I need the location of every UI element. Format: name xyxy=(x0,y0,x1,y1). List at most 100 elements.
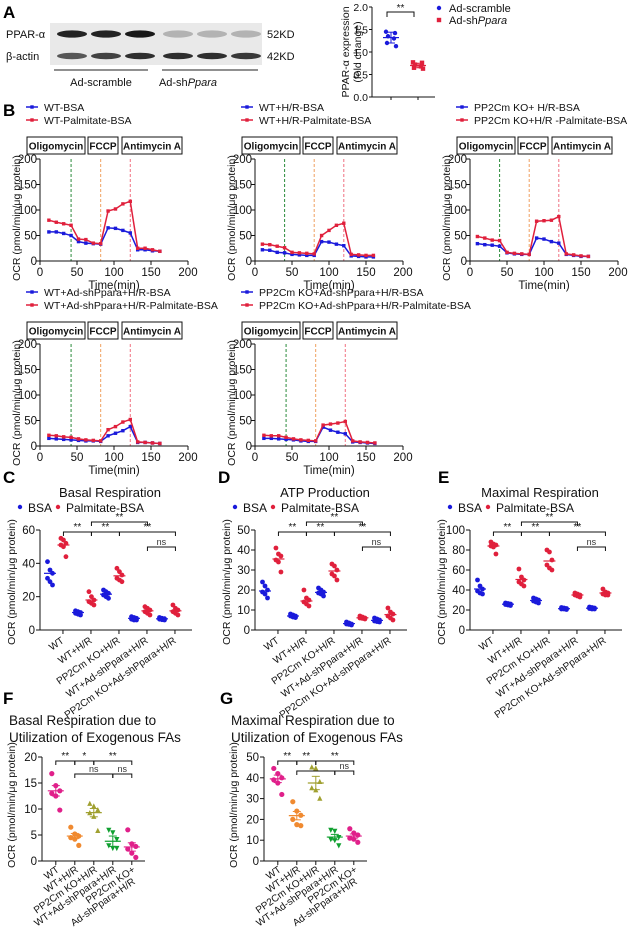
data-point xyxy=(358,440,362,444)
data-point xyxy=(262,436,266,441)
y-tick-label: 0.0 xyxy=(353,92,368,104)
y-axis-label: OCR (pmol/min/μg protein) xyxy=(6,519,18,645)
x-tick-label: 0 xyxy=(37,452,43,464)
data-point xyxy=(121,429,125,433)
y-tick-label: 0 xyxy=(31,256,37,268)
data-point xyxy=(312,252,316,256)
data-point xyxy=(76,237,81,241)
data-point xyxy=(57,807,63,813)
y-tick-label: 10 xyxy=(24,804,37,816)
data-point xyxy=(91,602,97,608)
chart-B4-ocr-timecourse: WT+Ad-shPpara+H/R-BSAWT+Ad-shPpara+H/R-P… xyxy=(11,287,218,477)
data-point xyxy=(98,439,103,443)
x-tick-label: 200 xyxy=(608,267,627,279)
data-point xyxy=(391,36,397,41)
injection-label: Oligomycin xyxy=(29,327,83,338)
data-point xyxy=(305,253,309,258)
data-point xyxy=(117,569,122,575)
data-point xyxy=(150,441,155,445)
data-point xyxy=(497,238,502,243)
legend-label: BSA xyxy=(28,501,52,515)
y-tick-label: 200 xyxy=(233,154,252,166)
injection-box xyxy=(121,136,183,155)
y-tick-label: 1.0 xyxy=(353,47,368,59)
data-point xyxy=(143,440,147,445)
y-tick-label: 40 xyxy=(22,558,35,570)
significance-label: ns xyxy=(587,537,597,547)
data-point xyxy=(592,606,597,612)
y-tick-label: 100 xyxy=(233,390,252,402)
significance-bracket xyxy=(305,521,363,526)
data-point xyxy=(334,223,339,227)
y-tick-label: 0 xyxy=(459,625,465,637)
significance-label: ** xyxy=(331,751,339,762)
data-point xyxy=(520,252,524,256)
data-point xyxy=(147,612,153,618)
data-point xyxy=(579,254,583,258)
data-point xyxy=(410,60,416,65)
significance-label: ** xyxy=(331,512,339,523)
x-tick-label: 150 xyxy=(571,267,590,279)
data-point xyxy=(309,785,315,791)
y-axis-label: OCR (pmol/min/μg protein) xyxy=(436,519,448,645)
data-point xyxy=(260,248,265,252)
data-point xyxy=(497,244,502,248)
y-tick-label: 50 xyxy=(239,416,252,428)
legend-label: WT+Ad-shPpara+H/R-Palmitate-BSA xyxy=(44,300,218,312)
blot-band xyxy=(91,30,121,38)
x-axis-label: Time(min) xyxy=(518,280,569,292)
x-tick-label: 100 xyxy=(319,267,338,279)
injection-box xyxy=(336,136,398,155)
data-point xyxy=(355,839,361,845)
data-point xyxy=(268,242,272,247)
significance-label: ** xyxy=(574,522,582,533)
y-tick-label: 50 xyxy=(454,231,467,243)
data-point xyxy=(69,233,73,238)
data-point xyxy=(135,440,140,444)
y-tick-label: 30 xyxy=(237,565,250,577)
data-point xyxy=(262,583,268,589)
data-point xyxy=(392,30,398,36)
data-point xyxy=(319,239,324,244)
significance-label: ** xyxy=(532,522,540,533)
y-tick-label: 50 xyxy=(24,231,37,243)
x-tick-label: 100 xyxy=(104,452,123,464)
data-point xyxy=(343,432,347,436)
y-tick-label: 100 xyxy=(18,390,37,402)
y-tick-label: 15 xyxy=(24,778,37,790)
data-point xyxy=(268,248,272,252)
y-tick-label: 0 xyxy=(246,256,252,268)
injection-box xyxy=(551,136,613,155)
data-point xyxy=(91,803,97,809)
data-point xyxy=(549,218,554,222)
x-tick-label: WT xyxy=(477,635,496,653)
series-line xyxy=(262,222,374,257)
data-point xyxy=(385,605,391,611)
data-point xyxy=(343,419,347,424)
data-point xyxy=(306,597,312,603)
significance-label: ** xyxy=(283,751,291,762)
y-tick-label: 50 xyxy=(237,525,250,537)
x-tick-label: 50 xyxy=(71,452,84,464)
data-point xyxy=(327,240,331,244)
data-point xyxy=(291,437,296,441)
significance-bracket xyxy=(118,531,176,536)
injection-label: Antimycin A xyxy=(338,142,396,153)
data-point xyxy=(350,439,355,443)
data-point xyxy=(418,64,424,69)
y-axis-label: OCR (pmol/min/μg protein) xyxy=(226,340,238,466)
injection-box xyxy=(241,136,301,155)
panel-label-D: D xyxy=(218,468,230,487)
data-point xyxy=(125,846,131,852)
data-point xyxy=(61,435,66,439)
y-axis-label: PPAR-α expression xyxy=(340,6,352,97)
y-tick-label: 10 xyxy=(246,835,259,847)
data-point xyxy=(475,234,480,239)
data-point xyxy=(290,252,294,257)
data-point xyxy=(114,845,120,852)
data-point xyxy=(47,567,53,573)
data-point xyxy=(78,612,83,618)
data-point xyxy=(143,246,147,250)
